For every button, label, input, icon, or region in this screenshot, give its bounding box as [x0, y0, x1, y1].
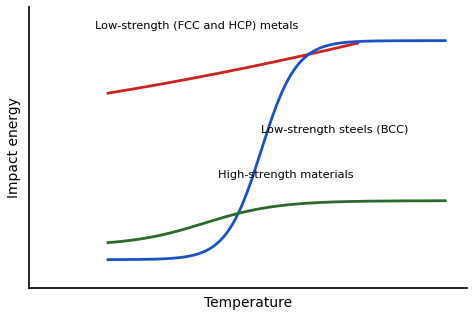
Y-axis label: Impact energy: Impact energy	[7, 97, 21, 198]
X-axis label: Temperature: Temperature	[204, 296, 292, 310]
Text: High-strength materials: High-strength materials	[218, 170, 353, 180]
Text: Low-strength steels (BCC): Low-strength steels (BCC)	[261, 125, 409, 135]
Text: Low-strength (FCC and HCP) metals: Low-strength (FCC and HCP) metals	[95, 22, 298, 31]
